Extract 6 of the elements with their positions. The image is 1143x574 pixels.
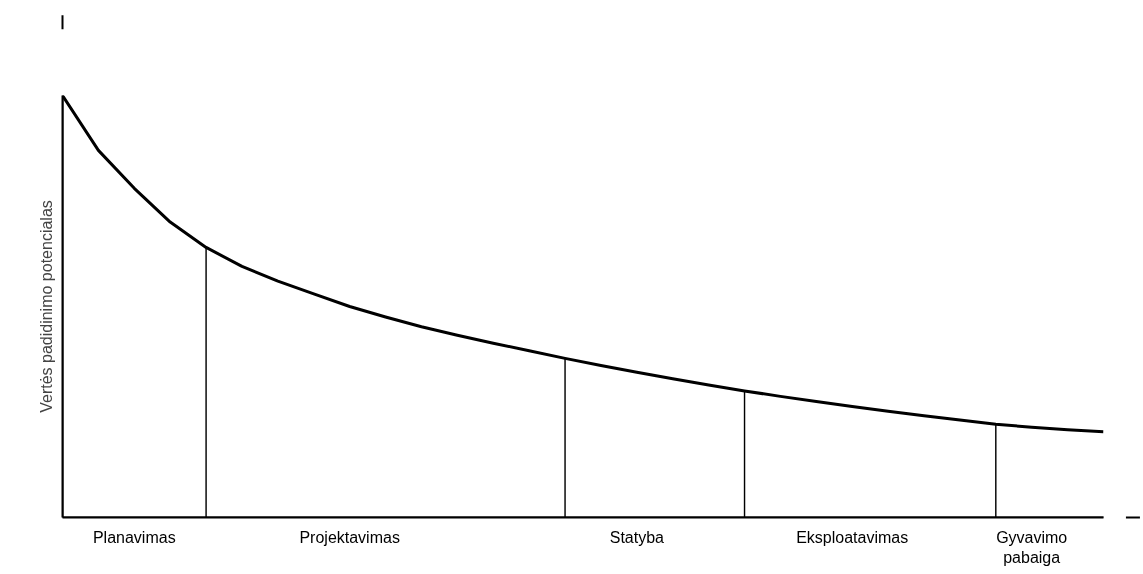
x-tick-label: Projektavimas [299,528,400,546]
x-tick-label: Statyba [609,528,665,546]
x-tick-label: Eksploatavimas [796,528,909,546]
y-axis-title: Vertės padidinimo potencialas [37,200,55,413]
x-tick-label: Planavimas [92,528,176,546]
x-tick-label: Gyvavimo pabaiga [996,528,1068,566]
